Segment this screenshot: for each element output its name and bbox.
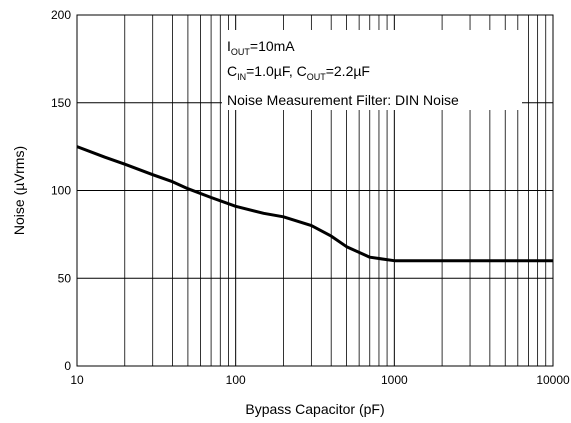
tick-labels: 10 100 1000 10000 0 50 100 150 200 — [51, 8, 570, 387]
y-tick-label: 150 — [51, 96, 71, 110]
annotation-block: IOUT=10mA CIN=1.0µF, COUT=2.2µF Noise Meas… — [227, 38, 459, 108]
y-tick-label: 100 — [51, 184, 71, 198]
series-line — [76, 145, 553, 263]
y-tick-label: 50 — [58, 271, 72, 285]
x-tick-label: 10000 — [536, 373, 570, 387]
annotation-line-1: IOUT=10mA — [227, 38, 295, 57]
x-tick-label: 1000 — [381, 373, 408, 387]
y-tick-label: 200 — [51, 8, 71, 22]
annotation-line-3: Noise Measurement Filter: DIN Noise — [227, 92, 459, 108]
plot-frame — [76, 14, 554, 367]
y-axis-label: Noise (µVrms) — [11, 146, 27, 235]
annotation-background — [222, 30, 522, 110]
y-tick-label: 0 — [64, 359, 71, 373]
x-axis-label: Bypass Capacitor (pF) — [245, 401, 384, 417]
x-tick-label: 100 — [226, 373, 246, 387]
x-tick-label: 10 — [70, 373, 84, 387]
annotation-line-2: CIN=1.0µF, COUT=2.2µF — [227, 63, 370, 82]
